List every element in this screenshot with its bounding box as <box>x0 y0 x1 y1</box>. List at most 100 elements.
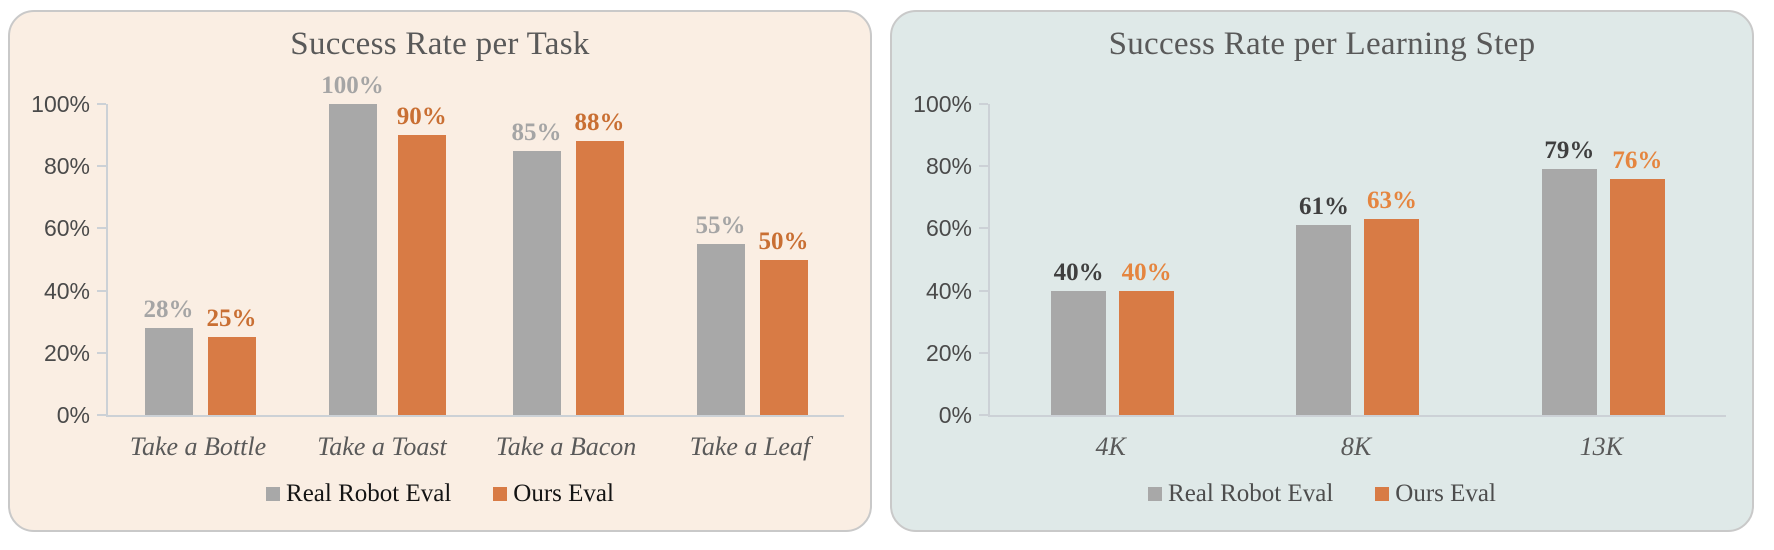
legend-swatch <box>266 487 281 501</box>
bar-value-label: 40% <box>1121 258 1172 286</box>
bar-column: 88% <box>575 104 625 415</box>
bar-real-robot-eval <box>144 327 193 415</box>
bar-ours-eval <box>575 141 624 415</box>
bar-group-take-a-bacon: 85% 88% <box>476 104 660 415</box>
y-axis-label: 100% <box>913 91 972 117</box>
bar-column: 100% <box>321 72 384 415</box>
y-axis-label: 40% <box>43 277 90 304</box>
legend-item-real-robot-eval: Real Robot Eval <box>266 480 451 508</box>
bar-value-label: 90% <box>396 103 447 131</box>
legend-swatch <box>493 487 508 501</box>
bar-ours-eval <box>397 135 446 415</box>
y-axis-tick <box>979 289 988 292</box>
bar-column: 90% <box>396 103 447 415</box>
chart-title: Success Rate per Task <box>290 26 590 62</box>
bar-value-label: 76% <box>1612 146 1663 174</box>
legend-swatch <box>1375 487 1390 501</box>
bar-value-label: 25% <box>206 305 257 333</box>
chart-title: Success Rate per Learning Step <box>1108 26 1536 62</box>
plot-area: 40% 40% 61% 63% 79% 76% 0% 20% 40% 60% 80% 100% <box>913 91 1726 428</box>
bar-value-label: 85% <box>511 118 562 146</box>
y-axis-label: 60% <box>925 215 972 242</box>
bar-ours-eval <box>1119 290 1175 415</box>
category-label: Take a Bottle <box>129 432 267 461</box>
bar-value-label: 55% <box>695 211 746 239</box>
y-axis-tick <box>97 227 106 230</box>
bar-group-take-a-bottle: 28% 25% <box>108 104 292 415</box>
y-axis-label: 80% <box>43 153 90 180</box>
chart-panel-success-rate-per-task: Success Rate per Task 28% 25% 100% 90% 85% 88… <box>8 10 872 532</box>
bar-column: 25% <box>207 104 257 415</box>
y-axis-tick <box>979 103 988 105</box>
category-axis: 4K 8K 13K <box>988 432 1724 462</box>
legend: Real Robot Eval Ours Eval <box>10 480 870 508</box>
bar-column: 63% <box>1364 104 1420 415</box>
bar-value-label: 61% <box>1298 193 1349 221</box>
y-axis-label: 20% <box>925 339 972 366</box>
bar-group-4k: 40% 40% <box>990 104 1235 415</box>
bar-ours-eval <box>759 259 808 415</box>
category-label: 4K <box>1095 432 1126 461</box>
legend-item-ours-eval: Ours Eval <box>1375 480 1496 508</box>
chart-panel-success-rate-per-learning-step: Success Rate per Learning Step 40% 40% 61%… <box>890 10 1754 532</box>
legend-label: Real Robot Eval <box>286 480 452 507</box>
bar-column: 85% <box>512 104 562 415</box>
bar-real-robot-eval <box>696 243 745 415</box>
bar-real-robot-eval <box>1541 169 1597 415</box>
y-axis-label: 20% <box>43 339 90 366</box>
y-axis-tick <box>979 227 988 230</box>
category-label: Take a Leaf <box>689 432 811 461</box>
legend-label: Ours Eval <box>1395 480 1496 507</box>
bar-real-robot-eval <box>1051 290 1107 415</box>
bar-value-label: 63% <box>1366 187 1417 215</box>
legend: Real Robot Eval Ours Eval <box>892 480 1752 508</box>
y-axis-tick <box>97 414 106 416</box>
y-axis-label: 60% <box>43 215 90 242</box>
y-axis-label: 0% <box>938 402 972 428</box>
bars-container: 28% 25% 100% 90% 85% 88% 55% 50% <box>108 72 844 415</box>
legend-label: Real Robot Eval <box>1168 480 1334 507</box>
bar-real-robot-eval <box>1296 225 1352 415</box>
bar-value-label: 28% <box>143 295 194 323</box>
bar-column: 55% <box>696 104 746 415</box>
legend-item-real-robot-eval: Real Robot Eval <box>1148 480 1333 508</box>
y-axis-tick <box>979 165 988 168</box>
y-axis-tick <box>97 103 106 105</box>
bar-value-label: 40% <box>1053 258 1104 286</box>
legend-label: Ours Eval <box>513 480 614 507</box>
bar-value-label: 88% <box>574 109 625 137</box>
y-axis-label: 0% <box>56 402 90 428</box>
legend-swatch <box>1148 487 1163 501</box>
y-axis-label: 100% <box>31 91 90 117</box>
y-axis-label: 80% <box>925 153 972 180</box>
bar-column: 79% <box>1541 104 1597 415</box>
bar-column: 40% <box>1119 104 1175 415</box>
category-label: 8K <box>1340 432 1372 461</box>
bar-real-robot-eval <box>328 104 377 415</box>
y-axis-tick <box>97 351 106 354</box>
category-axis: Take a Bottle Take a Toast Take a Bacon Tak… <box>106 432 842 462</box>
bar-ours-eval <box>1609 178 1665 415</box>
bar-value-label: 79% <box>1544 137 1595 165</box>
bar-real-robot-eval <box>512 150 561 415</box>
bar-column: 40% <box>1051 104 1107 415</box>
category-label: 13K <box>1579 432 1623 461</box>
bar-column: 61% <box>1296 104 1352 415</box>
y-axis-tick <box>97 289 106 292</box>
y-axis-tick <box>97 165 106 168</box>
bar-ours-eval <box>1364 219 1420 415</box>
legend-item-ours-eval: Ours Eval <box>493 480 614 508</box>
bars-container: 40% 40% 61% 63% 79% 76% <box>990 104 1726 415</box>
bar-value-label: 50% <box>758 227 809 255</box>
bar-column: 76% <box>1609 104 1665 415</box>
category-label: Take a Toast <box>317 432 447 461</box>
bar-ours-eval <box>207 337 256 415</box>
bar-group-take-a-toast: 100% 90% <box>292 72 476 415</box>
bar-group-13k: 79% 76% <box>1481 104 1726 415</box>
bar-group-8k: 61% 63% <box>1235 104 1480 415</box>
bar-value-label: 100% <box>321 72 384 99</box>
y-axis-tick <box>979 351 988 354</box>
bar-group-take-a-leaf: 55% 50% <box>660 104 844 415</box>
y-axis-label: 40% <box>925 277 972 304</box>
category-label: Take a Bacon <box>495 432 637 461</box>
